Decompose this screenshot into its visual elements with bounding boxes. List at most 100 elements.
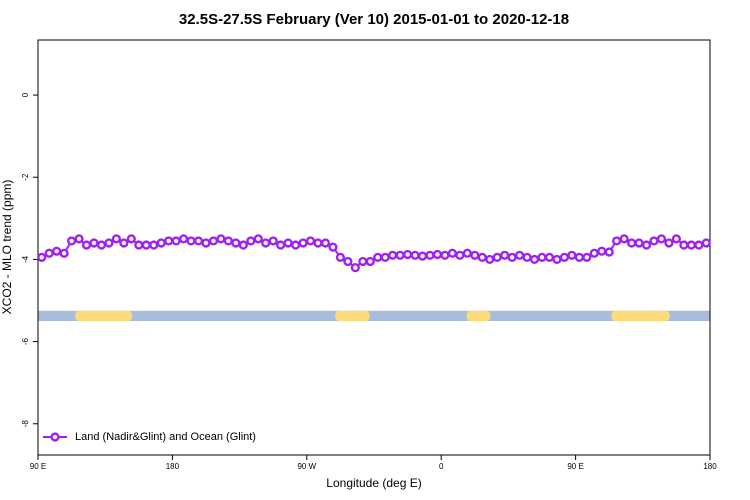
point bbox=[268, 236, 278, 246]
point bbox=[186, 236, 196, 246]
point bbox=[350, 263, 360, 273]
x-tick-label: 90 E bbox=[30, 462, 46, 471]
point bbox=[567, 250, 577, 260]
x-tick-label: 90 E bbox=[567, 462, 583, 471]
point bbox=[44, 248, 54, 258]
point bbox=[231, 238, 241, 248]
point bbox=[208, 236, 219, 246]
x-tick-label: 180 bbox=[703, 462, 717, 471]
chart-title: 32.5S-27.5S February (Ver 10) 2015-01-01… bbox=[179, 11, 569, 28]
point bbox=[656, 234, 667, 244]
point bbox=[305, 236, 316, 246]
y-tick-label: -8 bbox=[21, 420, 30, 428]
point bbox=[664, 238, 674, 248]
point bbox=[96, 240, 107, 250]
x-tick-label: 180 bbox=[166, 462, 180, 471]
point bbox=[641, 240, 652, 250]
point bbox=[574, 252, 584, 262]
point bbox=[410, 250, 420, 260]
point bbox=[261, 238, 271, 248]
point bbox=[432, 249, 443, 260]
point bbox=[455, 250, 465, 260]
point bbox=[701, 238, 711, 248]
point bbox=[447, 248, 458, 258]
y-tick-label: -6 bbox=[21, 337, 30, 345]
point bbox=[544, 252, 555, 262]
point bbox=[529, 254, 540, 265]
land-span bbox=[335, 310, 370, 322]
point bbox=[470, 250, 480, 260]
point bbox=[679, 240, 689, 250]
point bbox=[52, 246, 62, 256]
point bbox=[313, 238, 323, 248]
point bbox=[171, 236, 181, 246]
plot-frame bbox=[37, 39, 711, 456]
point bbox=[686, 240, 696, 250]
point bbox=[149, 240, 159, 250]
y-tick-label: -2 bbox=[21, 173, 30, 181]
point bbox=[37, 252, 47, 262]
point bbox=[507, 252, 517, 262]
legend-marker bbox=[50, 432, 60, 442]
point bbox=[514, 250, 525, 260]
x-tick-label: 90 W bbox=[297, 462, 316, 471]
point bbox=[589, 248, 599, 258]
point bbox=[619, 234, 629, 244]
point bbox=[612, 236, 622, 246]
point bbox=[74, 234, 84, 244]
point bbox=[634, 238, 644, 248]
x-tick-label: 0 bbox=[439, 462, 444, 471]
point bbox=[395, 250, 405, 260]
point bbox=[104, 238, 114, 248]
point bbox=[477, 252, 487, 262]
land-span bbox=[611, 310, 670, 322]
point bbox=[179, 234, 189, 244]
point bbox=[671, 234, 682, 244]
legend-label: Land (Nadir&Glint) and Ocean (Glint) bbox=[75, 431, 256, 443]
point bbox=[298, 238, 308, 248]
point bbox=[403, 249, 413, 260]
point bbox=[373, 252, 383, 262]
point bbox=[485, 254, 495, 265]
point bbox=[238, 240, 248, 250]
point bbox=[81, 240, 92, 250]
point bbox=[462, 248, 472, 258]
point bbox=[141, 240, 151, 250]
point bbox=[216, 234, 226, 244]
point bbox=[552, 254, 562, 265]
point bbox=[156, 238, 166, 248]
point bbox=[320, 238, 331, 248]
point bbox=[388, 250, 398, 260]
point bbox=[223, 236, 234, 246]
point bbox=[328, 242, 338, 252]
point bbox=[649, 236, 659, 246]
land-span bbox=[75, 310, 133, 322]
point bbox=[201, 238, 211, 248]
point bbox=[253, 234, 263, 244]
point bbox=[276, 240, 286, 250]
point bbox=[417, 251, 428, 261]
point bbox=[283, 238, 293, 248]
point bbox=[59, 248, 69, 258]
point bbox=[193, 236, 204, 246]
point bbox=[126, 234, 136, 244]
point bbox=[164, 236, 174, 246]
point bbox=[365, 256, 375, 267]
point bbox=[335, 252, 346, 262]
point bbox=[626, 238, 637, 248]
y-axis-label: XCO2 - MLO trend (ppm) bbox=[0, 180, 14, 315]
y-tick-label: -4 bbox=[21, 255, 30, 263]
point bbox=[500, 250, 510, 260]
point bbox=[559, 252, 570, 262]
point bbox=[604, 247, 614, 257]
point bbox=[246, 236, 256, 246]
point bbox=[134, 240, 144, 250]
point bbox=[380, 252, 390, 262]
point bbox=[522, 252, 532, 262]
point bbox=[582, 252, 592, 262]
point bbox=[597, 246, 607, 256]
point bbox=[537, 252, 547, 262]
point bbox=[425, 250, 435, 260]
